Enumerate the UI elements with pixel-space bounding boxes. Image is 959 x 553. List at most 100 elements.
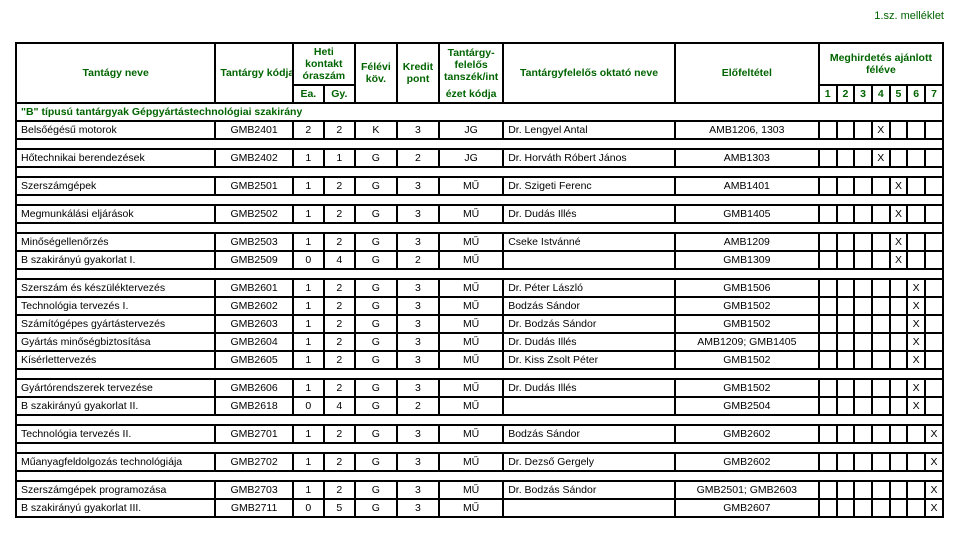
cell-semester xyxy=(837,251,855,269)
cell-semester xyxy=(925,251,943,269)
table-row: MinőségellenőrzésGMB250312G3MŰCseke Istv… xyxy=(16,233,943,251)
table-row: Műanyagfeldolgozás technológiájaGMB27021… xyxy=(16,453,943,471)
cell-kredit: 3 xyxy=(397,425,439,443)
cell-kov: G xyxy=(355,481,397,499)
cell-kredit: 3 xyxy=(397,121,439,139)
cell-kov: G xyxy=(355,379,397,397)
section-header: "B" típusú tantárgyak Gépgyártástechnoló… xyxy=(16,103,943,121)
cell-gy: 2 xyxy=(324,481,355,499)
cell-semester: X xyxy=(872,149,890,167)
cell-semester xyxy=(872,397,890,415)
cell-name: Gyártórendszerek tervezése xyxy=(16,379,215,397)
cell-semester xyxy=(890,425,908,443)
cell-ezet: MŰ xyxy=(439,279,503,297)
cell-name: Műanyagfeldolgozás technológiája xyxy=(16,453,215,471)
cell-ezet: MŰ xyxy=(439,177,503,195)
cell-ezet: JG xyxy=(439,121,503,139)
cell-semester: X xyxy=(907,333,925,351)
cell-ea: 1 xyxy=(293,177,324,195)
cell-code: GMB2502 xyxy=(215,205,293,223)
col-s6: 6 xyxy=(907,85,925,103)
cell-semester xyxy=(907,251,925,269)
cell-semester xyxy=(837,499,855,517)
cell-semester xyxy=(907,425,925,443)
cell-name: Gyártás minőségbiztosítása xyxy=(16,333,215,351)
cell-kredit: 3 xyxy=(397,333,439,351)
cell-semester: X xyxy=(907,315,925,333)
cell-elo: AMB1401 xyxy=(675,177,819,195)
cell-gy: 2 xyxy=(324,425,355,443)
gap-row xyxy=(16,269,943,279)
table-row: Belsőégésű motorokGMB240122K3JGDr. Lengy… xyxy=(16,121,943,139)
cell-kredit: 3 xyxy=(397,279,439,297)
cell-semester xyxy=(890,453,908,471)
cell-ea: 1 xyxy=(293,297,324,315)
col-ea: Ea. xyxy=(293,85,324,103)
cell-gy: 4 xyxy=(324,397,355,415)
cell-gy: 2 xyxy=(324,233,355,251)
cell-semester xyxy=(854,425,872,443)
cell-elo: AMB1206, 1303 xyxy=(675,121,819,139)
cell-elo: AMB1303 xyxy=(675,149,819,167)
cell-semester: X xyxy=(907,279,925,297)
curriculum-table: Tantágy neve Tantárgy kódja Heti kontakt… xyxy=(15,42,944,518)
cell-oktato: Dr. Dudás Illés xyxy=(503,333,675,351)
cell-semester xyxy=(872,205,890,223)
cell-kov: G xyxy=(355,351,397,369)
cell-semester xyxy=(854,397,872,415)
cell-kov: G xyxy=(355,397,397,415)
cell-semester xyxy=(907,177,925,195)
gap-row xyxy=(16,195,943,205)
cell-semester xyxy=(854,453,872,471)
cell-semester xyxy=(872,333,890,351)
cell-semester xyxy=(819,121,837,139)
cell-code: GMB2618 xyxy=(215,397,293,415)
cell-ea: 1 xyxy=(293,425,324,443)
cell-oktato: Cseke Istvánné xyxy=(503,233,675,251)
cell-semester xyxy=(837,205,855,223)
cell-semester: X xyxy=(925,425,943,443)
cell-elo: GMB1502 xyxy=(675,351,819,369)
cell-ezet: JG xyxy=(439,149,503,167)
cell-semester xyxy=(837,149,855,167)
cell-semester xyxy=(890,279,908,297)
cell-semester xyxy=(925,397,943,415)
cell-kredit: 3 xyxy=(397,481,439,499)
cell-semester xyxy=(819,333,837,351)
cell-name: Számítógépes gyártástervezés xyxy=(16,315,215,333)
cell-kov: G xyxy=(355,177,397,195)
cell-semester: X xyxy=(907,351,925,369)
cell-gy: 2 xyxy=(324,279,355,297)
cell-ea: 0 xyxy=(293,397,324,415)
cell-kredit: 2 xyxy=(397,149,439,167)
cell-semester xyxy=(837,315,855,333)
cell-semester xyxy=(819,425,837,443)
cell-semester xyxy=(890,397,908,415)
cell-name: Szerszámgépek xyxy=(16,177,215,195)
cell-kov: G xyxy=(355,425,397,443)
col-kredit: Kredit pont xyxy=(397,43,439,103)
cell-kredit: 3 xyxy=(397,315,439,333)
cell-oktato: Dr. Bodzás Sándor xyxy=(503,481,675,499)
cell-semester xyxy=(854,499,872,517)
col-s4: 4 xyxy=(872,85,890,103)
cell-ea: 1 xyxy=(293,351,324,369)
cell-ezet: MŰ xyxy=(439,205,503,223)
cell-semester xyxy=(837,351,855,369)
cell-semester xyxy=(925,149,943,167)
cell-oktato: Dr. Péter László xyxy=(503,279,675,297)
cell-gy: 2 xyxy=(324,297,355,315)
cell-semester xyxy=(854,351,872,369)
cell-semester xyxy=(925,297,943,315)
cell-code: GMB2703 xyxy=(215,481,293,499)
gap-row xyxy=(16,443,943,453)
cell-semester: X xyxy=(925,499,943,517)
cell-semester xyxy=(872,279,890,297)
gap-row xyxy=(16,139,943,149)
cell-semester xyxy=(872,177,890,195)
cell-semester xyxy=(837,333,855,351)
cell-name: Szerszám és készüléktervezés xyxy=(16,279,215,297)
cell-semester xyxy=(837,481,855,499)
cell-name: Szerszámgépek programozása xyxy=(16,481,215,499)
table-row: B szakirányú gyakorlat II.GMB261804G2MŰG… xyxy=(16,397,943,415)
